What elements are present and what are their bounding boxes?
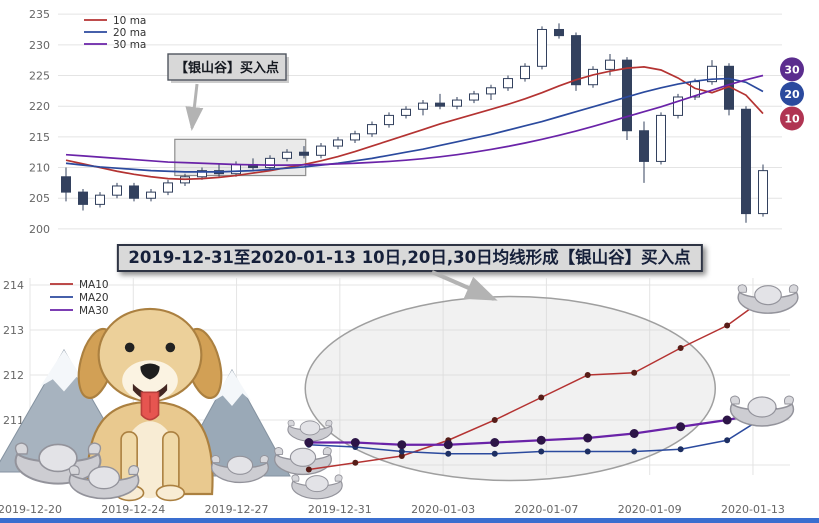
svg-text:30: 30 — [784, 63, 800, 76]
silver-ingot-icon — [68, 465, 140, 500]
svg-text:MA10: MA10 — [79, 279, 109, 291]
silver-ingot-icon — [737, 284, 799, 314]
svg-text:230: 230 — [29, 39, 50, 52]
svg-text:215: 215 — [29, 131, 50, 144]
candlesticks — [61, 23, 768, 223]
silver-ingot-icon — [291, 474, 343, 500]
svg-text:212: 212 — [3, 369, 24, 382]
ma-end-badges: 30 20 10 — [780, 57, 804, 131]
svg-text:214: 214 — [3, 279, 24, 292]
golden-retriever-image — [77, 307, 223, 502]
silver-ingot-icon — [287, 419, 333, 442]
svg-text:211: 211 — [3, 414, 24, 427]
silver-ingot-icon — [14, 442, 102, 485]
svg-text:2020-01-07: 2020-01-07 — [514, 503, 578, 516]
svg-text:【银山谷】买入点: 【银山谷】买入点 — [175, 60, 279, 76]
svg-text:30 ma: 30 ma — [113, 39, 146, 51]
svg-text:2019-12-27: 2019-12-27 — [205, 503, 269, 516]
svg-text:210: 210 — [29, 162, 50, 175]
svg-text:220: 220 — [29, 100, 50, 113]
svg-text:200: 200 — [29, 223, 50, 236]
annotation-arrow — [185, 83, 204, 131]
svg-text:2019-12-24: 2019-12-24 — [101, 503, 165, 516]
signal-title-text: 2019-12-31至2020-01-13 10日,20日,30日均线形成【银山… — [128, 248, 691, 267]
svg-text:20 ma: 20 ma — [113, 27, 146, 39]
signal-title-banner: 2019-12-31至2020-01-13 10日,20日,30日均线形成【银山… — [116, 244, 703, 272]
ma-line-chart-panel: 2102112122132142019-12-202019-12-242019-… — [0, 270, 819, 523]
kline-ma-line-20ma — [65, 77, 764, 173]
kline-chart-panel: 200 205 210 215 220 225 230 235 10 ma 20 ma 30 ma 【… — [0, 0, 819, 246]
svg-text:213: 213 — [3, 324, 24, 337]
svg-text:235: 235 — [29, 8, 50, 21]
ma-badge-10 — [780, 106, 804, 131]
silver-ingot-icon — [274, 446, 332, 476]
silver-ingot-icon — [729, 395, 795, 427]
ma-badge-30 — [780, 57, 804, 82]
svg-text:225: 225 — [29, 70, 50, 83]
ma-chart-svg: 2102112122132142019-12-202019-12-242019-… — [0, 270, 799, 516]
svg-text:2019-12-20: 2019-12-20 — [0, 503, 62, 516]
kline-ma-line-30ma — [65, 74, 764, 166]
svg-text:10: 10 — [784, 112, 800, 125]
banner-to-ellipse-arrow — [431, 270, 498, 301]
svg-text:205: 205 — [29, 192, 50, 205]
svg-text:2020-01-09: 2020-01-09 — [618, 503, 682, 516]
kline-ma-line-10ma — [65, 66, 764, 181]
svg-text:2020-01-13: 2020-01-13 — [721, 503, 785, 516]
svg-text:10 ma: 10 ma — [113, 15, 146, 27]
svg-text:2019-12-31: 2019-12-31 — [308, 503, 372, 516]
svg-text:20: 20 — [784, 88, 800, 101]
bottom-progress-bar[interactable] — [0, 518, 819, 523]
ma-badge-20 — [780, 81, 804, 106]
svg-text:MA30: MA30 — [79, 305, 109, 317]
silver-ingot-icon — [211, 454, 269, 484]
svg-text:MA20: MA20 — [79, 292, 109, 304]
svg-text:2020-01-03: 2020-01-03 — [411, 503, 475, 516]
buy-point-annotation: 【银山谷】买入点 — [167, 53, 289, 131]
